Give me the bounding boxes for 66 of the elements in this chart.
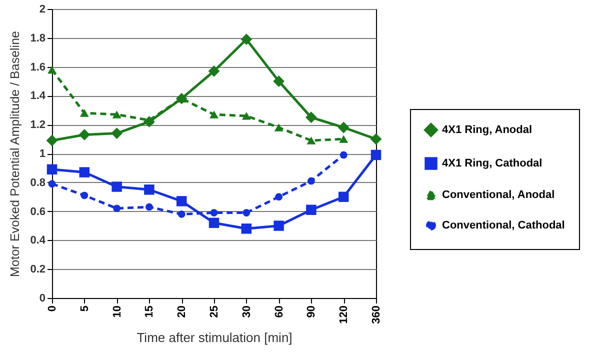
point xyxy=(80,192,88,200)
point xyxy=(208,218,220,228)
point xyxy=(80,109,89,117)
point xyxy=(176,196,187,206)
y-tick-label: 1.6 xyxy=(30,61,46,74)
point xyxy=(273,76,284,87)
point xyxy=(48,180,56,188)
point xyxy=(178,210,186,218)
point xyxy=(145,203,153,211)
point xyxy=(339,135,348,143)
x-tick-label: 60 xyxy=(273,306,286,318)
point xyxy=(144,184,154,195)
legend-label: 4X1 Ring, Anodal xyxy=(442,124,532,136)
point xyxy=(242,209,250,216)
y-tick-label: 0 xyxy=(39,292,46,304)
x-tick-label: 15 xyxy=(144,306,156,318)
point xyxy=(275,193,283,201)
point xyxy=(306,112,317,124)
x-tick-label: 5 xyxy=(78,306,91,312)
point xyxy=(210,209,218,216)
x-axis-title: Time after stimulation [min] xyxy=(136,330,292,345)
y-tick-label: 1.4 xyxy=(30,90,46,102)
point xyxy=(46,164,58,175)
point xyxy=(306,136,316,144)
y-tick-label: 1.8 xyxy=(30,32,46,44)
point xyxy=(274,220,284,231)
point xyxy=(210,110,218,118)
y-axis-title: Motor Evoked Potential Amplitude / Baseline xyxy=(8,30,22,277)
point xyxy=(113,204,121,212)
point xyxy=(79,167,90,178)
point xyxy=(338,192,349,202)
x-tick-label: 20 xyxy=(176,306,188,318)
y-tick-label: 0.8 xyxy=(30,176,46,189)
point xyxy=(338,122,350,134)
point xyxy=(274,124,284,132)
legend-label: Conventional, Anodal xyxy=(442,189,555,201)
y-tick-label: 0.4 xyxy=(30,234,46,247)
x-tick-label: 0 xyxy=(46,306,58,312)
point xyxy=(78,129,90,140)
point xyxy=(307,177,315,185)
point xyxy=(340,151,348,159)
y-tick-label: 0.2 xyxy=(30,264,46,276)
x-tick-label: 120 xyxy=(338,306,350,324)
legend-label: 4X1 Ring, Cathodal xyxy=(442,158,542,170)
point xyxy=(370,133,382,145)
y-tick-label: 1.2 xyxy=(30,119,46,132)
x-tick-label: 30 xyxy=(240,306,253,318)
legend-label: Conventional, Cathodal xyxy=(442,220,565,232)
point xyxy=(48,66,56,74)
point xyxy=(240,34,252,46)
point xyxy=(208,65,220,77)
y-tick-label: 0.6 xyxy=(30,206,46,218)
point xyxy=(306,204,316,215)
point xyxy=(46,134,58,146)
x-tick-label: 360 xyxy=(370,306,382,324)
point xyxy=(370,150,382,160)
point xyxy=(112,110,122,118)
point xyxy=(111,128,122,139)
point xyxy=(241,224,252,234)
y-tick-label: 1 xyxy=(39,148,46,160)
point xyxy=(242,112,251,120)
y-tick-label: 2 xyxy=(39,4,46,16)
point xyxy=(112,182,122,192)
x-tick-label: 25 xyxy=(208,306,220,318)
x-tick-label: 10 xyxy=(111,306,124,318)
x-tick-label: 90 xyxy=(306,306,318,318)
